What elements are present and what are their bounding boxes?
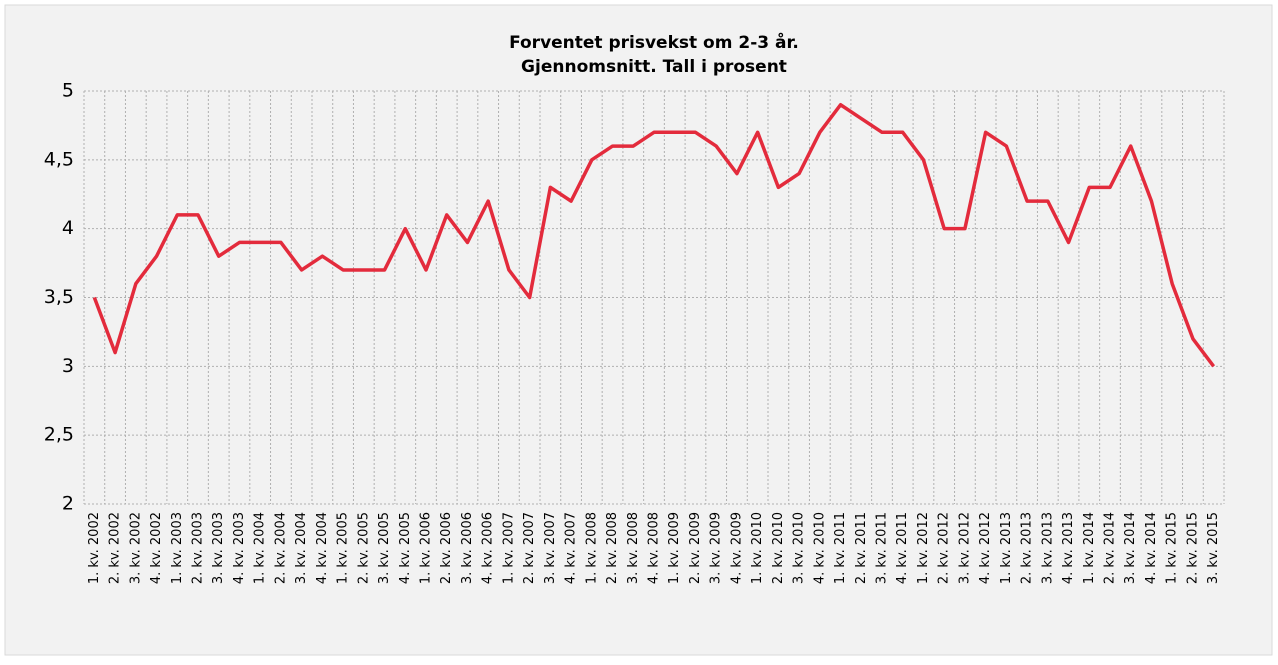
x-tick-label: 3. kv. 2006 — [460, 512, 475, 584]
x-tick-label: 3. kv. 2011 — [875, 512, 890, 584]
y-tick-label: 2 — [62, 493, 74, 515]
x-tick-label: 3. kv. 2009 — [709, 512, 724, 584]
x-tick-label: 4. kv. 2007 — [564, 512, 579, 584]
x-tick-label: 2. kv. 2011 — [854, 512, 869, 584]
x-tick-label: 2. kv. 2006 — [439, 512, 454, 584]
x-tick-label: 2. kv. 2002 — [108, 512, 123, 584]
x-tick-label: 1. kv. 2004 — [253, 512, 268, 584]
chart-background — [4, 4, 1273, 656]
x-tick-label: 2. kv. 2013 — [1020, 512, 1035, 584]
x-tick-label: 3. kv. 2013 — [1040, 512, 1055, 584]
x-tick-label: 3. kv. 2002 — [128, 512, 143, 584]
y-tick-label: 5 — [62, 80, 74, 102]
x-tick-label: 1. kv. 2014 — [1082, 512, 1097, 584]
x-tick-label: 3. kv. 2003 — [211, 512, 226, 584]
x-tick-label: 4. kv. 2014 — [1144, 512, 1159, 584]
x-tick-label: 4. kv. 2009 — [729, 512, 744, 584]
x-tick-label: 1. kv. 2009 — [667, 512, 682, 584]
x-tick-label: 2. kv. 2009 — [688, 512, 703, 584]
x-tick-label: 3. kv. 2005 — [377, 512, 392, 584]
x-tick-label: 2. kv. 2014 — [1103, 512, 1118, 584]
x-tick-label: 4. kv. 2011 — [895, 512, 910, 584]
x-tick-label: 1. kv. 2013 — [999, 512, 1014, 584]
x-tick-label: 4. kv. 2010 — [812, 512, 827, 584]
x-tick-label: 1. kv. 2005 — [336, 512, 351, 584]
y-tick-label: 2,5 — [44, 424, 74, 446]
x-tick-label: 3. kv. 2014 — [1123, 512, 1138, 584]
x-tick-label: 4. kv. 2012 — [978, 512, 993, 584]
x-tick-label: 3. kv. 2012 — [957, 512, 972, 584]
x-tick-label: 4. kv. 2008 — [647, 512, 662, 584]
x-tick-label: 4. kv. 2013 — [1061, 512, 1076, 584]
chart-title: Forventet prisvekst om 2-3 år. — [509, 31, 799, 53]
x-tick-label: 3. kv. 2015 — [1206, 512, 1221, 584]
x-tick-label: 2. kv. 2008 — [605, 512, 620, 584]
y-tick-label: 4 — [62, 217, 74, 239]
x-tick-label: 1. kv. 2012 — [916, 512, 931, 584]
y-tick-label: 3,5 — [44, 286, 74, 308]
x-tick-label: 1. kv. 2011 — [833, 512, 848, 584]
x-tick-label: 2. kv. 2005 — [356, 512, 371, 584]
x-tick-label: 1. kv. 2010 — [750, 512, 765, 584]
x-tick-label: 2. kv. 2007 — [522, 512, 537, 584]
y-tick-label: 3 — [62, 355, 74, 377]
x-tick-label: 1. kv. 2007 — [501, 512, 516, 584]
x-tick-label: 1. kv. 2006 — [419, 512, 434, 584]
x-tick-label: 1. kv. 2008 — [584, 512, 599, 584]
x-tick-label: 3. kv. 2007 — [543, 512, 558, 584]
y-tick-label: 4,5 — [44, 148, 74, 170]
x-tick-label: 4. kv. 2006 — [481, 512, 496, 584]
x-tick-label: 4. kv. 2004 — [315, 512, 330, 584]
x-tick-label: 2. kv. 2012 — [937, 512, 952, 584]
x-tick-label: 1. kv. 2015 — [1165, 512, 1180, 584]
x-tick-label: 3. kv. 2008 — [626, 512, 641, 584]
chart-subtitle: Gjennomsnitt. Tall i prosent — [521, 57, 787, 77]
x-tick-label: 4. kv. 2003 — [232, 512, 247, 584]
line-series — [92, 103, 1216, 368]
x-tick-label: 2. kv. 2004 — [273, 512, 288, 584]
x-tick-label: 2. kv. 2003 — [191, 512, 206, 584]
x-tick-label: 1. kv. 2002 — [87, 512, 102, 584]
x-tick-label: 1. kv. 2003 — [170, 512, 185, 584]
x-tick-label: 4. kv. 2002 — [149, 512, 164, 584]
x-tick-label: 4. kv. 2005 — [398, 512, 413, 584]
x-tick-label: 3. kv. 2010 — [792, 512, 807, 584]
x-tick-label: 3. kv. 2004 — [294, 512, 309, 584]
x-tick-label: 2. kv. 2010 — [771, 512, 786, 584]
x-tick-label: 2. kv. 2015 — [1185, 512, 1200, 584]
